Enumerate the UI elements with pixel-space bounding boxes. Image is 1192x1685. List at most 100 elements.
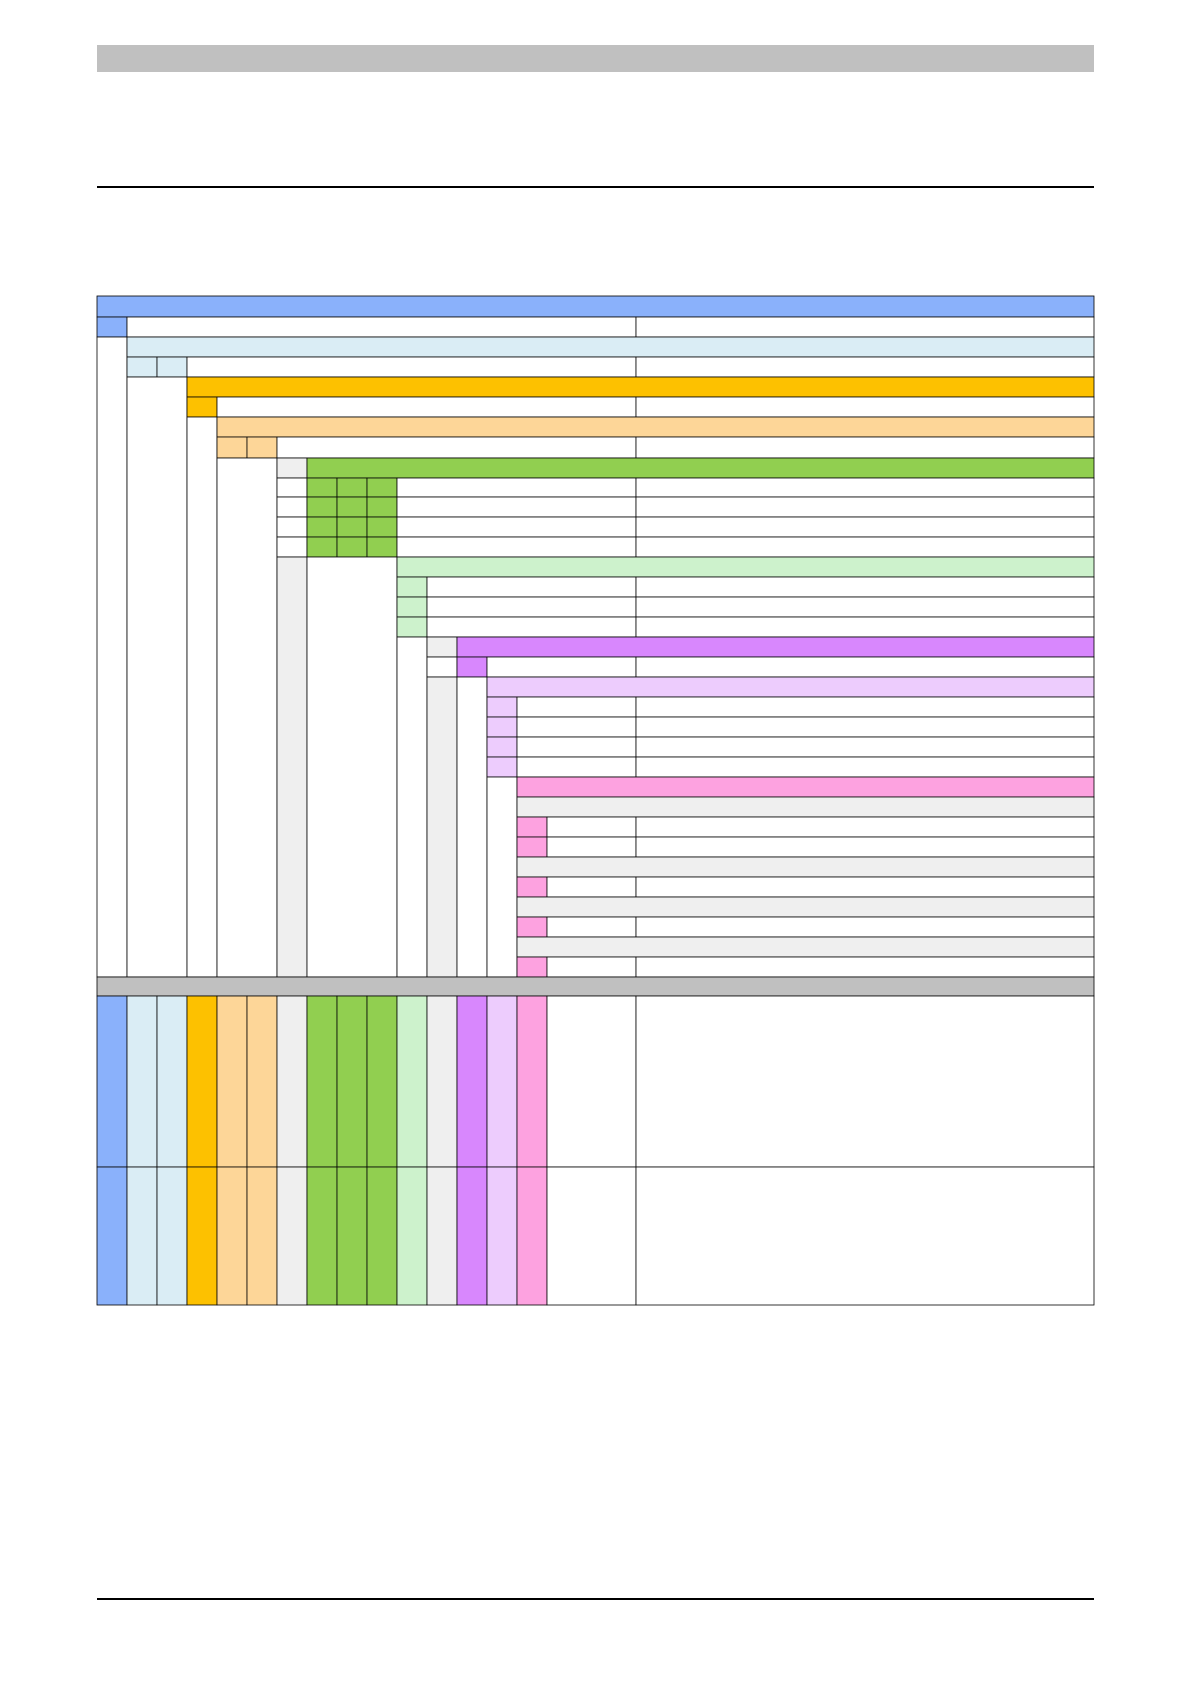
table-cell	[216, 457, 278, 978]
table-cell	[635, 956, 1095, 978]
title-rule	[97, 186, 1094, 188]
table-cell	[426, 656, 458, 678]
table-cell	[486, 736, 518, 758]
table-cell	[126, 356, 158, 378]
table-cell	[456, 676, 488, 978]
table-cell	[486, 1166, 518, 1306]
table-cell	[426, 576, 637, 598]
table-cell	[246, 995, 278, 1168]
table-cell	[336, 995, 368, 1168]
table-cell	[276, 496, 308, 518]
table-cell	[516, 756, 637, 778]
table-cell	[486, 656, 637, 678]
table-cell	[396, 556, 1095, 578]
table-cell	[635, 316, 1095, 338]
table-cell	[186, 1166, 218, 1306]
table-cell	[396, 995, 428, 1168]
table-cell	[366, 536, 398, 558]
table-cell	[126, 316, 637, 338]
table-cell	[516, 956, 548, 978]
table-cell	[96, 995, 128, 1168]
table-cell	[635, 756, 1095, 778]
table-cell	[96, 316, 128, 338]
table-cell	[546, 816, 637, 838]
table-cell	[635, 396, 1095, 418]
table-cell	[516, 736, 637, 758]
table-cell	[186, 356, 637, 378]
table-cell	[546, 916, 637, 938]
table-cell	[396, 1166, 428, 1306]
table-cell	[486, 716, 518, 738]
table-cell	[126, 995, 158, 1168]
page-header-bar	[97, 45, 1094, 72]
table-cell	[396, 536, 637, 558]
table-cell	[546, 1166, 637, 1306]
table-cell	[635, 616, 1095, 638]
table-cell	[635, 995, 1095, 1168]
table-cell	[306, 536, 338, 558]
table-cell	[426, 1166, 458, 1306]
table-cell	[635, 576, 1095, 598]
table-cell	[276, 457, 308, 479]
table-cell	[156, 356, 188, 378]
table-cell	[635, 656, 1095, 678]
table-cell	[516, 696, 637, 718]
table-cell	[366, 477, 398, 498]
table-cell	[635, 536, 1095, 558]
table-cell	[96, 336, 128, 978]
table-cell	[426, 676, 458, 978]
table-cell	[366, 496, 398, 518]
table-cell	[276, 995, 308, 1168]
table-cell	[216, 1166, 248, 1306]
table-cell	[306, 516, 338, 538]
table-cell	[306, 496, 338, 518]
table-cell	[366, 516, 398, 538]
table-cell	[276, 1166, 308, 1306]
table-cell	[96, 1166, 128, 1306]
table-cell	[516, 836, 548, 858]
table-cell	[635, 696, 1095, 718]
table-cell	[186, 995, 218, 1168]
table-cell	[635, 496, 1095, 518]
table-cell	[126, 376, 188, 978]
table-cell	[516, 936, 1095, 958]
table-cell	[546, 956, 637, 978]
table-cell	[246, 436, 278, 459]
table-cell	[486, 756, 518, 778]
table-cell	[336, 516, 368, 538]
table-cell	[396, 636, 428, 978]
table-cell	[186, 396, 218, 418]
table-cell	[216, 416, 1095, 438]
table-cell	[635, 1166, 1095, 1306]
table-cell	[276, 516, 308, 538]
table-cell	[396, 576, 428, 598]
table-cell	[276, 536, 308, 558]
table-cell	[546, 876, 637, 898]
table-cell	[336, 477, 368, 498]
table-cell	[516, 995, 548, 1168]
table-cell	[635, 477, 1095, 498]
table-cell	[516, 876, 548, 898]
table-cell	[635, 516, 1095, 538]
table-cell	[216, 396, 637, 418]
table-cell	[306, 1166, 338, 1306]
table-cell	[306, 556, 398, 978]
table-cell	[516, 776, 1095, 798]
table-cell	[336, 496, 368, 518]
table-cell	[486, 676, 1095, 698]
table-cell	[516, 916, 548, 938]
table-cell	[96, 976, 1095, 997]
table-cell	[96, 295, 1095, 318]
table-cell	[336, 1166, 368, 1306]
table-cell	[426, 995, 458, 1168]
table-cell	[156, 1166, 188, 1306]
table-cell	[456, 636, 1095, 658]
table-cell	[426, 636, 458, 658]
table-cell	[426, 596, 637, 618]
table-cell	[126, 1166, 158, 1306]
table-cell	[635, 596, 1095, 618]
table-cell	[635, 736, 1095, 758]
table-cell	[426, 616, 637, 638]
table-cell	[456, 995, 488, 1168]
table-cell	[366, 1166, 398, 1306]
